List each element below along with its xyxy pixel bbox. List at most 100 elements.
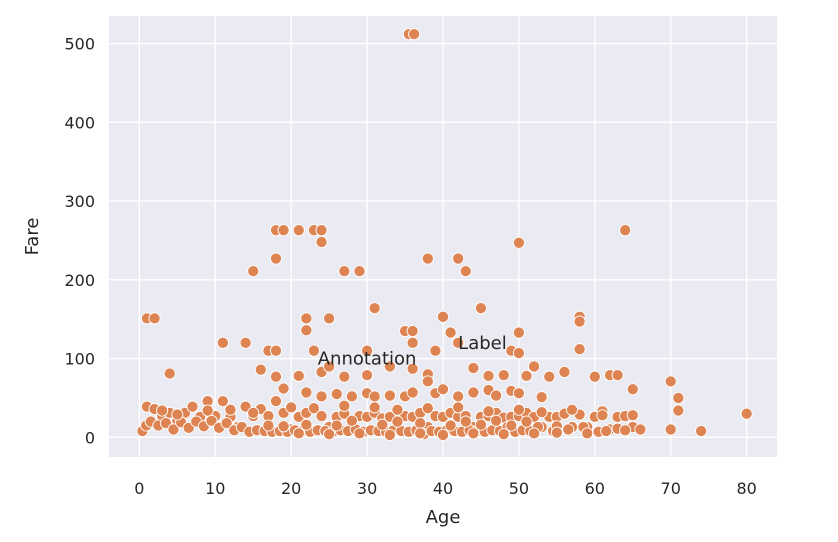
scatter-point xyxy=(429,344,442,357)
scatter-point xyxy=(345,390,358,403)
scatter-point xyxy=(600,424,613,438)
scatter-point xyxy=(740,407,753,420)
x-tick-label: 0 xyxy=(134,479,144,498)
scatter-point xyxy=(406,362,419,375)
scatter-point xyxy=(535,391,548,404)
scatter-point xyxy=(277,420,290,433)
scatter-point xyxy=(444,326,457,339)
scatter-point xyxy=(452,401,465,414)
scatter-point xyxy=(277,382,290,395)
scatter-point xyxy=(315,390,328,403)
scatter-point xyxy=(353,427,366,440)
scatter-point xyxy=(376,418,389,431)
scatter-point xyxy=(338,370,351,383)
scatter-point xyxy=(186,400,199,413)
scatter-point xyxy=(520,369,533,382)
x-tick-label: 40 xyxy=(433,479,453,498)
scatter-point xyxy=(345,414,358,427)
scatter-point xyxy=(148,312,161,325)
scatter-point xyxy=(167,423,180,436)
x-tick-label: 50 xyxy=(509,479,529,498)
x-tick-label: 20 xyxy=(281,479,301,498)
scatter-point xyxy=(323,312,336,325)
annotation-text: Annotation xyxy=(318,349,417,370)
scatter-point xyxy=(550,426,563,439)
scatter-point xyxy=(269,252,283,265)
y-tick-label: 200 xyxy=(64,271,95,290)
scatter-point xyxy=(406,386,419,399)
scatter-point xyxy=(611,369,624,382)
scatter-point xyxy=(505,419,518,432)
scatter-point xyxy=(163,367,176,380)
scatter-point xyxy=(330,419,343,432)
scatter-point xyxy=(565,403,579,416)
scatter-point xyxy=(361,344,374,357)
scatter-point xyxy=(285,401,298,414)
scatter-point xyxy=(436,310,450,323)
scatter-point xyxy=(581,427,594,440)
scatter-point xyxy=(383,360,396,373)
scatter-point xyxy=(421,252,434,265)
scatter-point xyxy=(497,369,510,382)
scatter-point xyxy=(467,361,480,375)
scatter-point xyxy=(239,336,252,349)
scatter-point xyxy=(216,336,229,349)
scatter-point xyxy=(512,403,525,416)
scatter-point xyxy=(452,252,465,265)
scatter-point xyxy=(452,390,465,403)
scatter-point xyxy=(361,369,374,382)
scatter-point xyxy=(528,427,541,440)
scatter-point xyxy=(512,346,525,360)
scatter-point xyxy=(421,375,434,388)
x-tick-labels: 0 10 20 30 40 50 60 70 80 xyxy=(134,479,757,498)
scatter-point xyxy=(330,387,343,401)
scatter-point xyxy=(307,402,321,415)
x-axis-label: Age xyxy=(426,507,461,528)
scatter-point xyxy=(269,370,283,383)
scatter-point xyxy=(528,360,541,373)
scatter-point xyxy=(315,409,328,423)
scatter-point xyxy=(474,302,488,315)
scatter-point xyxy=(634,423,647,436)
scatter-point xyxy=(436,428,450,442)
scatter-point xyxy=(300,386,313,399)
scatter-points xyxy=(136,28,753,442)
scatter-point xyxy=(695,424,708,438)
scatter-point xyxy=(672,391,685,404)
x-tick-label: 30 xyxy=(357,479,377,498)
scatter-point xyxy=(474,418,488,431)
x-tick-label: 70 xyxy=(661,479,681,498)
y-tick-label: 0 xyxy=(85,428,95,447)
scatter-point xyxy=(224,403,237,416)
scatter-point xyxy=(664,375,677,388)
scatter-point xyxy=(300,324,313,337)
scatter-point xyxy=(573,315,586,328)
scatter-point xyxy=(406,336,419,349)
y-tick-label: 300 xyxy=(64,192,95,211)
scatter-point xyxy=(512,236,525,249)
x-tick-label: 60 xyxy=(585,479,605,498)
x-tick-label: 10 xyxy=(205,479,225,498)
x-tick-label: 80 xyxy=(736,479,756,498)
scatter-point xyxy=(408,28,421,41)
scatter-point xyxy=(368,390,381,403)
scatter-point xyxy=(247,406,260,419)
scatter-point xyxy=(338,265,351,278)
scatter-point xyxy=(292,224,305,237)
scatter-point xyxy=(626,409,639,422)
scatter-point xyxy=(467,427,480,440)
y-tick-label: 100 xyxy=(64,350,95,369)
scatter-point xyxy=(619,424,632,437)
scatter-point xyxy=(300,312,313,325)
scatter-point xyxy=(562,423,575,436)
scatter-point xyxy=(353,265,366,278)
scatter-point xyxy=(292,427,305,440)
scatter-point xyxy=(588,370,601,383)
scatter-point xyxy=(520,415,533,428)
scatter-point xyxy=(220,417,233,430)
y-tick-label: 400 xyxy=(64,113,95,132)
scatter-point xyxy=(482,369,495,382)
scatter-point xyxy=(156,404,169,417)
scatter-point xyxy=(292,369,305,382)
scatter-point xyxy=(323,428,336,441)
